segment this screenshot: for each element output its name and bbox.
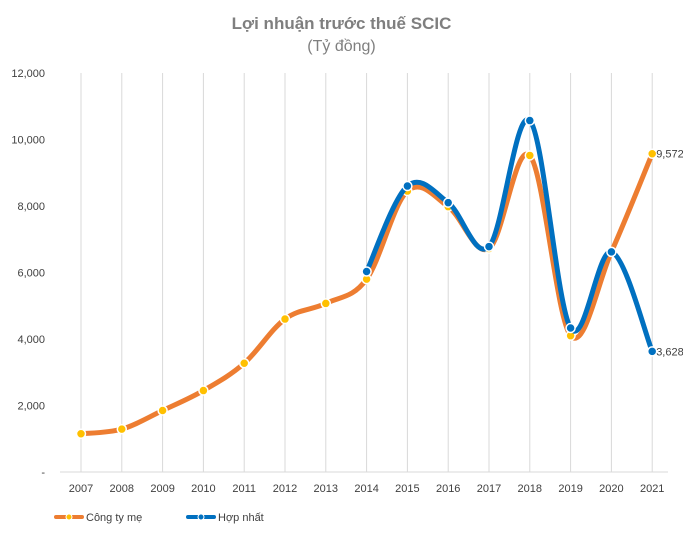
x-tick-label: 2008	[110, 483, 134, 495]
legend-swatch-marker	[197, 513, 205, 521]
data-point	[646, 346, 658, 357]
chart-subtitle: (Tỷ đồng)	[307, 38, 376, 55]
legend-item: Công ty mẹ	[54, 512, 142, 524]
data-labels: 9,572 3,628	[656, 149, 683, 359]
x-tick-label: 2019	[558, 483, 582, 495]
data-point	[198, 385, 209, 396]
legend-item: Hợp nhất	[186, 512, 264, 524]
x-tick-label: 2007	[69, 483, 93, 495]
data-point	[646, 148, 658, 159]
data-point	[524, 150, 536, 161]
legend-swatch-marker	[65, 513, 73, 521]
y-tick-label: 6,000	[17, 268, 45, 280]
x-tick-label: 2009	[150, 483, 174, 495]
data-label: 3,628	[656, 346, 683, 358]
y-tick-label: 4,000	[17, 334, 45, 346]
x-tick-label: 2021	[640, 483, 664, 495]
x-tick-label: 2017	[477, 483, 501, 495]
x-tick-label: 2012	[273, 483, 297, 495]
y-tick-label: 2,000	[17, 401, 45, 413]
chart-title: Lợi nhuận trước thuế SCIC	[231, 14, 452, 33]
series-layer	[75, 115, 658, 440]
x-tick-label: 2018	[518, 483, 542, 495]
x-tick-label: 2015	[395, 483, 419, 495]
y-tick-label: 8,000	[17, 201, 45, 213]
data-point	[116, 423, 128, 435]
gridlines	[80, 73, 653, 472]
x-tick-label: 2016	[436, 483, 460, 495]
x-tick-label: 2011	[232, 483, 256, 495]
x-tick-label: 2010	[191, 483, 215, 495]
y-tick-label: 12,000	[11, 68, 45, 80]
series-line	[364, 117, 655, 354]
legend-label: Hợp nhất	[218, 512, 264, 524]
data-point	[442, 197, 454, 208]
data-point	[320, 298, 332, 309]
x-tick-label: 2020	[599, 483, 623, 495]
data-label: 9,572	[656, 149, 683, 161]
data-point	[565, 322, 576, 334]
legend: Công ty mẹ Hợp nhất	[54, 512, 264, 524]
data-point	[157, 405, 168, 416]
data-point	[524, 115, 536, 126]
axes: - 2,000 4,000 6,000 8,000 10,000 12,000 2007 200…	[11, 68, 668, 495]
data-point	[361, 266, 372, 277]
y-tick-label: -	[41, 467, 45, 479]
x-tick-label: 2014	[354, 483, 378, 495]
data-point	[238, 358, 250, 369]
data-point	[75, 428, 87, 440]
y-tick-label: 10,000	[11, 135, 45, 147]
data-point	[606, 246, 617, 258]
data-point	[279, 313, 291, 325]
series-hop-nhat	[361, 115, 658, 357]
data-point	[483, 241, 495, 252]
legend-label: Công ty mẹ	[86, 512, 142, 524]
x-tick-label: 2013	[314, 483, 338, 495]
data-point	[402, 180, 413, 192]
